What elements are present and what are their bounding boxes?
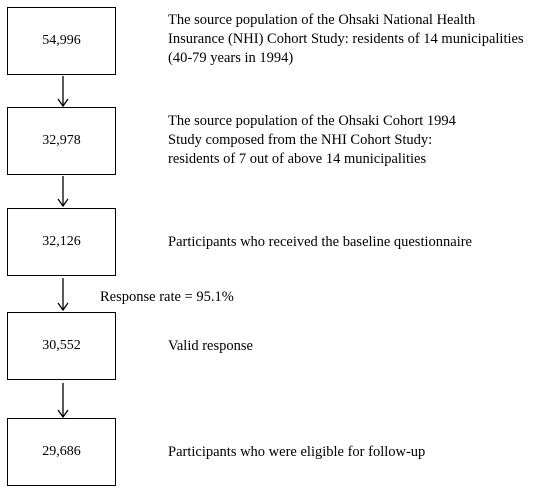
count-box-3: 32,126	[7, 208, 116, 276]
description-line: Insurance (NHI) Cohort Study: residents …	[168, 31, 524, 47]
step-description-5: Participants who were eligible for follo…	[168, 443, 425, 462]
count-value: 29,686	[42, 444, 81, 459]
arrow-4-to-5	[57, 383, 69, 419]
description-line: The source population of the Ohsaki Nati…	[168, 12, 476, 28]
count-box-1: 54,996	[7, 7, 116, 75]
count-box-4: 30,552	[7, 312, 116, 380]
description-line: Participants who received the baseline q…	[168, 234, 472, 250]
description-line: Participants who were eligible for follo…	[168, 444, 426, 460]
response-rate-note: Response rate = 95.1%	[100, 289, 234, 305]
count-value: 32,126	[42, 234, 81, 249]
count-value: 30,552	[42, 338, 81, 353]
count-value: 32,978	[42, 133, 81, 148]
step-description-3: Participants who received the baseline q…	[168, 233, 472, 252]
description-line: Valid response	[168, 338, 253, 354]
count-value: 54,996	[42, 33, 81, 48]
arrow-3-to-4	[57, 278, 69, 312]
step-description-2: The source population of the Ohsaki Coho…	[168, 112, 456, 169]
description-line: The source population of the Ohsaki Coho…	[168, 113, 456, 129]
step-description-4: Valid response	[168, 337, 253, 356]
arrow-2-to-3	[57, 176, 69, 208]
step-description-1: The source population of the Ohsaki Nati…	[168, 11, 524, 68]
description-line: residents of 7 out of above 14 municipal…	[168, 151, 427, 167]
arrow-1-to-2	[57, 76, 69, 108]
description-line: Study composed from the NHI Cohort Study…	[168, 132, 433, 148]
description-line: (40-79 years in 1994)	[168, 50, 294, 66]
count-box-5: 29,686	[7, 418, 116, 486]
count-box-2: 32,978	[7, 107, 116, 175]
